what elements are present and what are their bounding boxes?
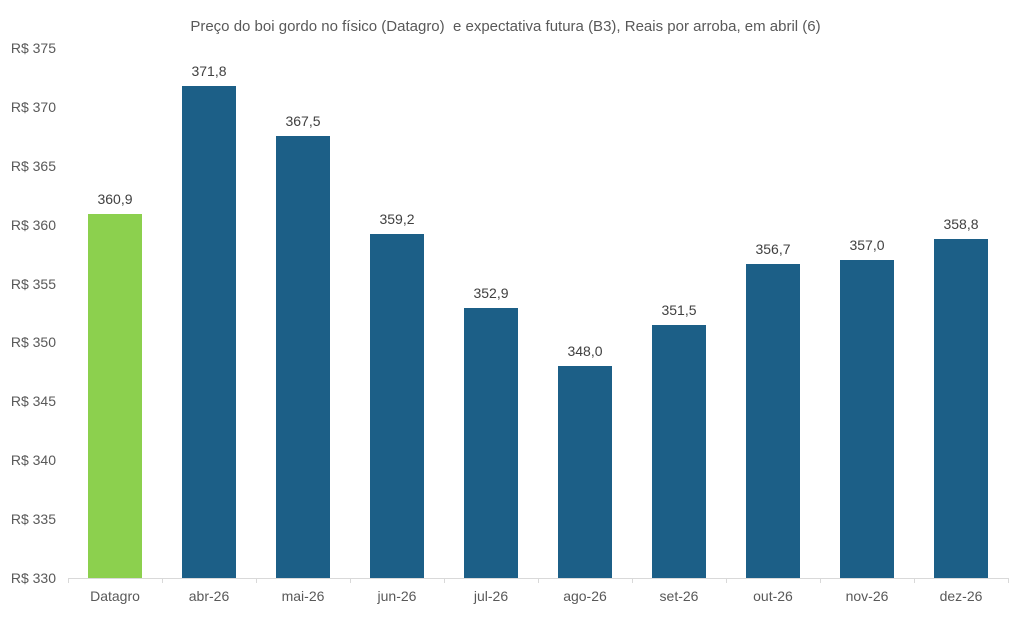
x-axis-tick-mark bbox=[820, 578, 821, 583]
bar-value-label: 348,0 bbox=[567, 343, 603, 359]
bar-dez-26 bbox=[934, 238, 988, 578]
bar-value-label: 352,9 bbox=[473, 285, 509, 302]
x-axis-tick-mark bbox=[914, 578, 915, 583]
x-axis-tick-mark bbox=[162, 578, 163, 583]
bar-value-label: 371,8 bbox=[191, 62, 227, 79]
bar-jun-26 bbox=[370, 234, 424, 578]
x-axis-tick-mark bbox=[1008, 578, 1009, 583]
x-axis-tick-mark bbox=[256, 578, 257, 583]
x-axis-label-nov-26: nov-26 bbox=[845, 588, 889, 604]
x-axis-label-jun-26: jun-26 bbox=[377, 588, 417, 604]
y-axis-tick-label: R$ 335 bbox=[10, 511, 56, 528]
bar-value-label: 358,8 bbox=[943, 215, 979, 232]
bar-ago-26 bbox=[558, 366, 612, 578]
y-axis-tick-label: R$ 370 bbox=[10, 98, 56, 115]
y-axis-tick-label: R$ 350 bbox=[10, 334, 56, 351]
x-axis-label-datagro: Datagro bbox=[90, 588, 140, 604]
y-axis-tick-label: R$ 330 bbox=[10, 570, 56, 586]
x-axis-label-ago-26: ago-26 bbox=[563, 588, 607, 604]
x-axis-label-jul-26: jul-26 bbox=[473, 588, 509, 604]
x-axis-tick-mark bbox=[726, 578, 727, 583]
bar-mai-26 bbox=[276, 136, 330, 578]
bar-value-label: 359,2 bbox=[379, 211, 415, 228]
bar-value-label: 367,5 bbox=[285, 113, 321, 130]
x-axis-tick-mark bbox=[632, 578, 633, 583]
x-axis-tick-mark bbox=[444, 578, 445, 583]
x-axis-tick-mark bbox=[68, 578, 69, 583]
x-axis-label-set-26: set-26 bbox=[659, 588, 699, 604]
bar-value-label: 360,9 bbox=[97, 191, 133, 208]
bar-set-26 bbox=[652, 324, 706, 578]
plot-area: 360,9 371,8 367,5 359,2 352,9 348,0 351,5 356,7… bbox=[68, 48, 1008, 578]
bar-value-label: 351,5 bbox=[661, 301, 697, 318]
chart-title: Preço do boi gordo no físico (Datagro) e… bbox=[190, 18, 821, 35]
bar-value-label: 356,7 bbox=[755, 240, 791, 257]
bar-abr-26 bbox=[182, 85, 236, 578]
bar-out-26 bbox=[746, 263, 800, 578]
y-axis-tick-label: R$ 360 bbox=[10, 216, 56, 233]
x-axis-label-abr-26: abr-26 bbox=[188, 588, 230, 604]
bar-value-label: 357,0 bbox=[849, 237, 885, 253]
y-axis-tick-label: R$ 365 bbox=[10, 157, 56, 174]
x-axis-tick-mark bbox=[350, 578, 351, 583]
y-axis-tick-label: R$ 375 bbox=[10, 40, 56, 56]
bar-datagro bbox=[88, 214, 142, 578]
x-axis-tick-mark bbox=[538, 578, 539, 583]
y-axis-tick-label: R$ 355 bbox=[10, 275, 56, 292]
x-axis-label-mai-26: mai-26 bbox=[281, 588, 325, 604]
bar-nov-26 bbox=[840, 260, 894, 578]
bar-jul-26 bbox=[464, 308, 518, 578]
x-axis-label-out-26: out-26 bbox=[753, 588, 793, 604]
x-axis-label-dez-26: dez-26 bbox=[939, 588, 983, 604]
y-axis-tick-label: R$ 340 bbox=[10, 452, 56, 469]
y-axis-tick-label: R$ 345 bbox=[10, 393, 56, 410]
